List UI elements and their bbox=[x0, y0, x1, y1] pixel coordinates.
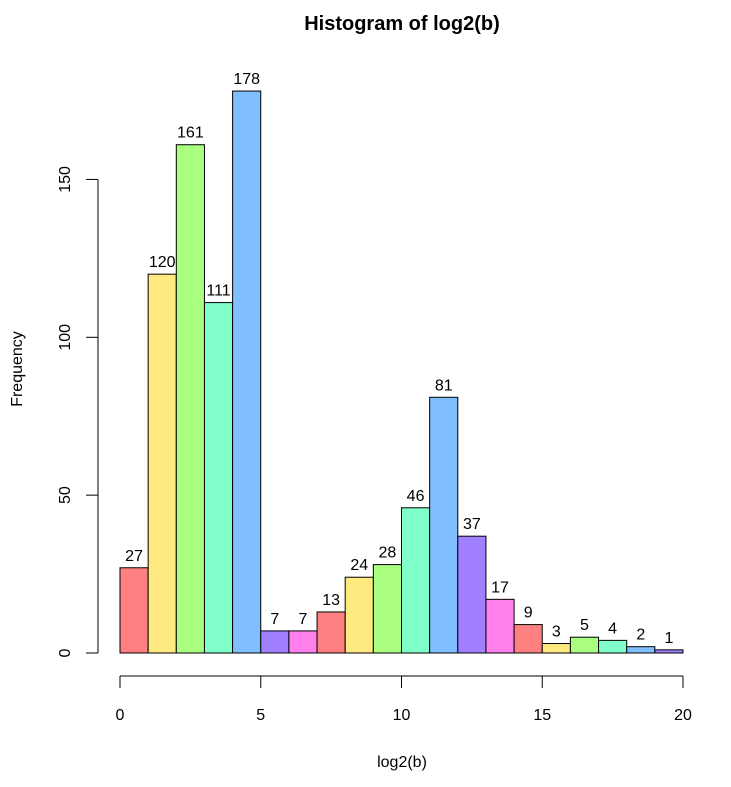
histogram-bar bbox=[626, 646, 656, 654]
bar-count-label: 178 bbox=[233, 71, 260, 88]
bar-count-label: 111 bbox=[206, 283, 230, 300]
histogram-bar bbox=[232, 90, 262, 654]
chart-title: Histogram of log2(b) bbox=[304, 13, 500, 35]
bar-count-label: 81 bbox=[435, 377, 453, 394]
bar-labels-group: 27 120 161 111 178 7 7 13 24 28 46 81 37 17 9 3 5 4 2 1 bbox=[125, 71, 673, 647]
x-axis-label: log2(b) bbox=[377, 754, 427, 771]
y-tick-label: 150 bbox=[57, 166, 74, 193]
bar-count-label: 17 bbox=[491, 579, 509, 596]
bar-count-label: 27 bbox=[125, 548, 143, 565]
bar-count-label: 161 bbox=[177, 125, 204, 142]
bar-count-label: 9 bbox=[524, 605, 533, 622]
y-tick-label: 100 bbox=[57, 324, 74, 351]
histogram-bar bbox=[119, 567, 149, 654]
histogram-bar bbox=[654, 649, 684, 654]
bar-count-label: 5 bbox=[580, 617, 589, 634]
y-axis-label: Frequency bbox=[9, 331, 26, 407]
y-tick-label: 0 bbox=[57, 648, 74, 657]
histogram-bar bbox=[541, 643, 571, 654]
histogram-bar bbox=[344, 576, 374, 654]
histogram-bar bbox=[288, 630, 318, 654]
histogram-bar bbox=[457, 535, 487, 654]
bar-count-label: 120 bbox=[149, 254, 176, 271]
histogram-bar bbox=[598, 639, 628, 654]
histogram-bar bbox=[175, 144, 205, 654]
histogram-bar bbox=[147, 273, 177, 654]
bar-count-label: 7 bbox=[270, 611, 279, 628]
bar-count-label: 4 bbox=[608, 620, 617, 637]
x-tick-label: 20 bbox=[674, 707, 692, 724]
histogram-bar bbox=[372, 564, 403, 654]
bar-count-label: 28 bbox=[379, 545, 397, 562]
histogram-bar bbox=[513, 624, 543, 654]
x-tick-label: 5 bbox=[256, 707, 265, 724]
bar-count-label: 46 bbox=[407, 488, 425, 505]
x-tick-label: 15 bbox=[533, 707, 551, 724]
bar-count-label: 24 bbox=[350, 557, 368, 574]
bars-group bbox=[119, 90, 684, 654]
x-tick-label: 0 bbox=[116, 707, 125, 724]
bar-count-label: 3 bbox=[552, 624, 561, 641]
bar-count-label: 1 bbox=[664, 630, 673, 647]
histogram-bar bbox=[203, 302, 234, 654]
histogram-bar bbox=[429, 396, 459, 654]
x-axis: 0 5 10 15 20 bbox=[116, 675, 692, 724]
histogram-bar bbox=[401, 507, 431, 654]
histogram-bar bbox=[485, 598, 515, 654]
histogram-bar bbox=[569, 636, 600, 654]
histogram-bar bbox=[316, 611, 346, 654]
x-tick-label: 10 bbox=[393, 707, 411, 724]
bar-count-label: 7 bbox=[299, 611, 308, 628]
bar-count-label: 2 bbox=[636, 627, 645, 644]
bar-count-label: 37 bbox=[463, 516, 481, 533]
histogram-bar bbox=[260, 630, 290, 654]
y-tick-label: 50 bbox=[57, 486, 74, 504]
y-axis: 0 50 100 150 bbox=[57, 166, 99, 657]
bar-count-label: 13 bbox=[322, 592, 340, 609]
